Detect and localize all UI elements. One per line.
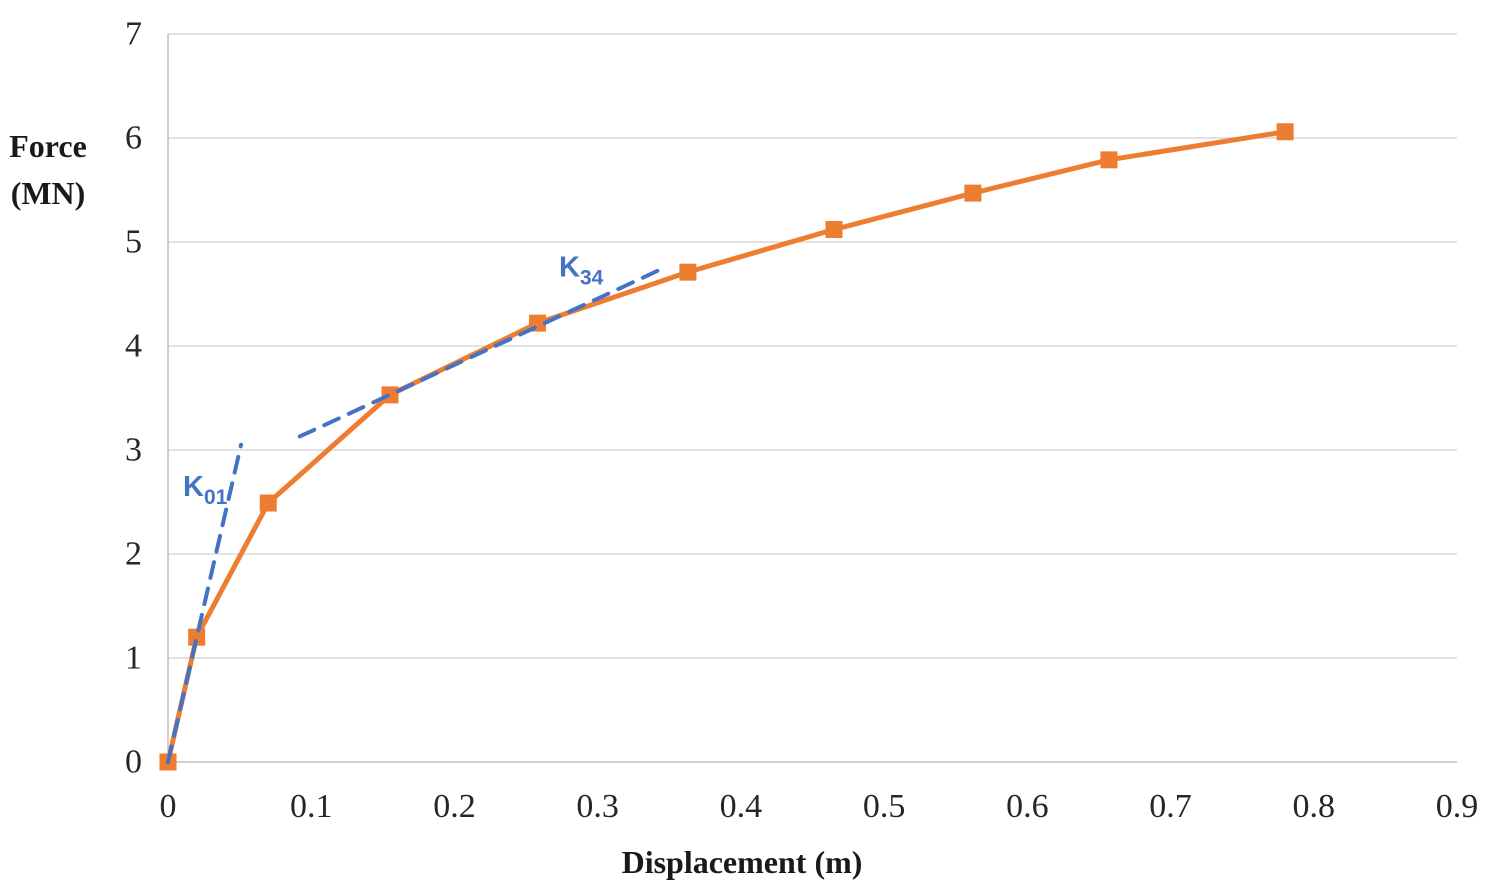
x-tick-label-0.7: 0.7: [1149, 788, 1192, 825]
series-line-force-displacement-curve: [165, 129, 1288, 765]
y-axis-title-line-2: (MN): [11, 175, 86, 211]
y-tick-label-3: 3: [125, 432, 142, 469]
tangent-line-K01: [166, 442, 244, 764]
data-point-marker-9: [1276, 123, 1294, 141]
x-tick-label-0.4: 0.4: [720, 788, 763, 825]
x-axis-title: Displacement (m): [622, 844, 863, 880]
tangent-label-K01: K01: [183, 471, 228, 509]
data-point-marker-2: [259, 494, 277, 512]
data-point-marker-6: [825, 221, 843, 239]
data-point-marker-3: [381, 386, 399, 404]
y-axis-title-line-1: Force: [9, 128, 87, 164]
x-tick-label-0.1: 0.1: [290, 788, 333, 825]
y-tick-label-2: 2: [125, 536, 142, 573]
x-tick-label-0.3: 0.3: [576, 788, 619, 825]
y-tick-label-4: 4: [125, 328, 142, 365]
y-tick-label-1: 1: [125, 640, 142, 677]
x-tick-label-0.2: 0.2: [433, 788, 476, 825]
tangent-label-K34: K34: [559, 251, 604, 289]
y-tick-label-0: 0: [125, 744, 142, 781]
x-tick-label-0.5: 0.5: [863, 788, 906, 825]
x-tick-label-0: 0: [160, 788, 177, 825]
x-tick-label-0.6: 0.6: [1006, 788, 1049, 825]
y-tick-label-6: 6: [125, 120, 142, 157]
y-tick-label-5: 5: [125, 224, 142, 261]
data-point-marker-1: [188, 628, 206, 646]
x-tick-label-0.9: 0.9: [1436, 788, 1479, 825]
tangent-line-K34: [297, 268, 662, 439]
y-tick-label-7: 7: [125, 16, 142, 53]
data-point-marker-5: [679, 263, 697, 281]
data-point-marker-7: [964, 184, 982, 202]
x-tick-label-0.8: 0.8: [1293, 788, 1336, 825]
data-point-marker-8: [1100, 151, 1118, 169]
